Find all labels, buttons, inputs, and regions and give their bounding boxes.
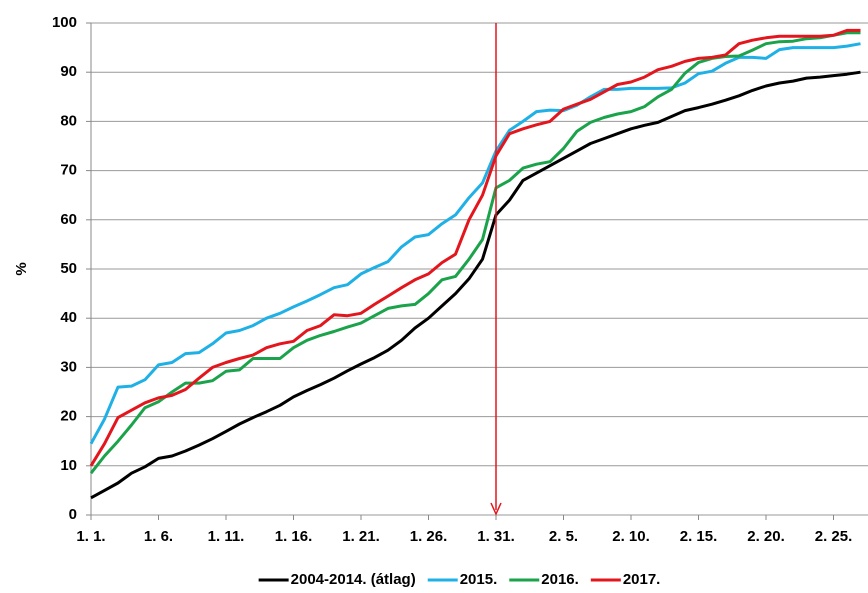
series-line: [90, 70, 861, 500]
y-tick-label: 60: [60, 211, 77, 228]
legend-item: 2016.: [509, 571, 579, 588]
y-tick-label: 0: [69, 506, 77, 523]
legend-label: 2015.: [460, 571, 498, 588]
y-tick-label: 100: [52, 14, 77, 31]
y-tick-label: 40: [60, 309, 77, 326]
y-axis-label: %: [13, 262, 30, 275]
x-tick-label: 2. 15.: [680, 528, 718, 545]
y-tick-label: 90: [60, 63, 77, 80]
x-tick-label: 2. 20.: [747, 528, 785, 545]
x-tick-label: 1. 21.: [342, 528, 380, 545]
legend-label: 2004-2014. (átlag): [291, 571, 416, 588]
x-tick-label: 1. 1.: [76, 528, 105, 545]
y-tick-label: 80: [60, 112, 77, 129]
series-line: [89, 28, 861, 467]
legend-item: 2015.: [427, 571, 498, 588]
annotation-arrowhead: [490, 502, 502, 516]
y-tick-label: 20: [60, 408, 77, 425]
series-line: [89, 42, 861, 445]
y-tick-label: 10: [60, 457, 77, 474]
x-tick-label: 2. 10.: [612, 528, 650, 545]
x-tick-label: 2. 25.: [815, 528, 853, 545]
x-tick-label: 2. 5.: [549, 528, 578, 545]
y-tick-label: 70: [60, 162, 77, 179]
legend-item: 2017.: [590, 571, 661, 588]
legend-label: 2017.: [623, 571, 661, 588]
legend-item: 2004-2014. (átlag): [258, 571, 416, 588]
x-tick-label: 1. 16.: [275, 528, 313, 545]
series-line: [89, 31, 861, 475]
y-tick-label: 50: [60, 260, 77, 277]
x-tick-label: 1. 6.: [144, 528, 173, 545]
x-tick-label: 1. 11.: [208, 528, 245, 545]
y-tick-label: 30: [60, 358, 77, 375]
legend-label: 2016.: [541, 571, 579, 588]
x-tick-label: 1. 26.: [410, 528, 448, 545]
x-tick-label: 1. 31.: [477, 528, 515, 545]
